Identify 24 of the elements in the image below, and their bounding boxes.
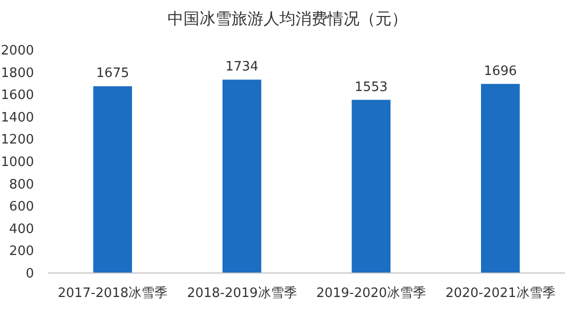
x-tick-label: 2017-2018冰雪季	[58, 286, 168, 301]
bar	[480, 84, 520, 273]
y-tick-label: 1800	[0, 66, 34, 81]
y-tick-label: 200	[9, 244, 34, 260]
y-tick-label: 800	[9, 177, 34, 192]
bar	[93, 86, 132, 273]
data-label: 1734	[225, 60, 258, 75]
bar	[352, 100, 391, 273]
y-tick-label: 1400	[0, 110, 34, 126]
bar	[222, 80, 262, 273]
x-tick-label: 2020-2021冰雪季	[445, 286, 556, 301]
chart-title: 中国冰雪旅游人均消费情况（元）	[168, 9, 408, 28]
y-tick-label: 1600	[0, 88, 34, 104]
y-tick-label: 1000	[0, 155, 34, 170]
y-tick-label: 2000	[0, 44, 34, 58]
data-label: 1696	[484, 64, 517, 79]
x-tick-label: 2019-2020冰雪季	[316, 286, 426, 301]
data-label: 1553	[354, 80, 388, 95]
y-tick-label: 400	[9, 222, 34, 237]
x-tick-label: 2018-2019冰雪季	[186, 286, 297, 301]
y-tick-label: 600	[9, 200, 34, 215]
y-tick-label: 1200	[0, 132, 34, 148]
data-label: 1675	[96, 66, 130, 82]
y-tick-label: 0	[26, 266, 34, 282]
